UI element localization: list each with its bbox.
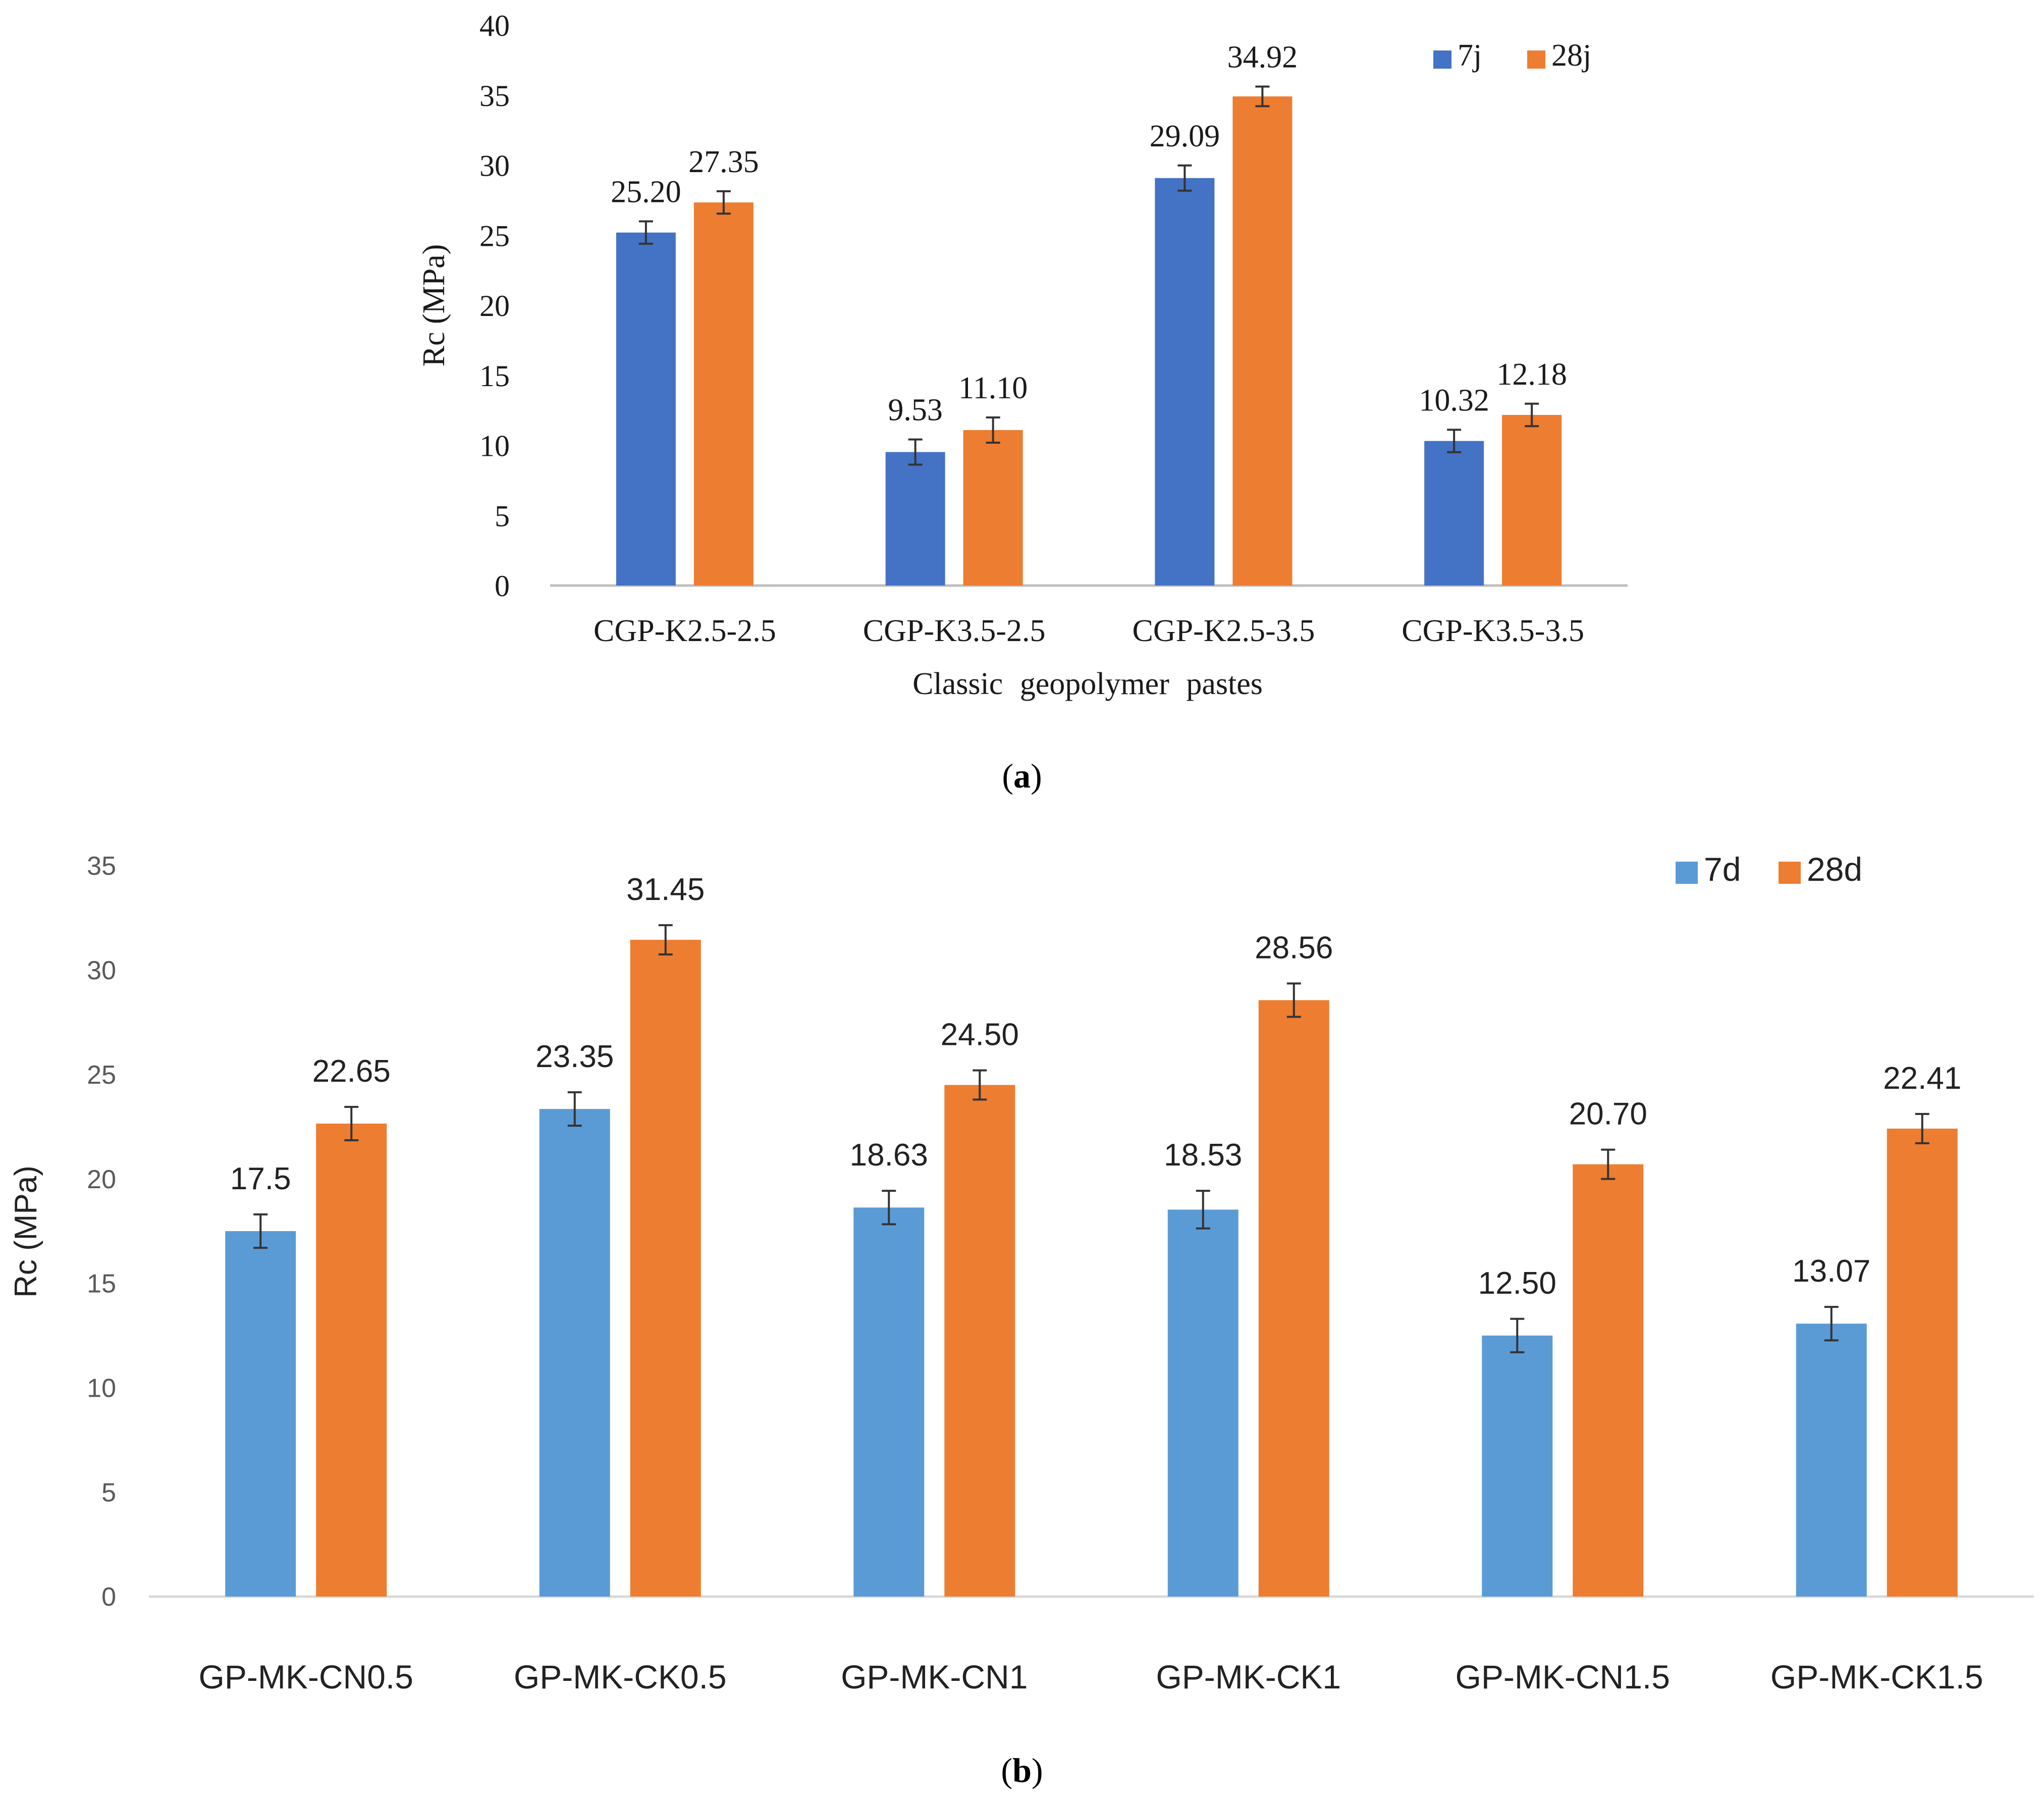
data-label: 22.65 xyxy=(312,1054,391,1089)
bar-7d xyxy=(539,1108,610,1597)
bar-28d xyxy=(1258,1000,1329,1597)
bar-28j xyxy=(1502,415,1562,586)
legend-label: 28j xyxy=(1551,38,1591,73)
y-tick-label: 0 xyxy=(495,569,510,603)
legend-swatch-28j xyxy=(1527,50,1545,69)
y-tick-label: 35 xyxy=(87,852,116,881)
bar-28d xyxy=(316,1123,387,1597)
data-label: 11.10 xyxy=(958,371,1028,405)
y-tick-label: 10 xyxy=(479,430,510,463)
data-label: 10.32 xyxy=(1419,383,1489,417)
data-label: 27.35 xyxy=(688,145,759,179)
category-label: GP-MK-CN1.5 xyxy=(1456,1658,1670,1696)
bar-7j xyxy=(616,232,676,586)
y-tick-label: 10 xyxy=(87,1373,116,1403)
data-label: 12.18 xyxy=(1496,357,1567,392)
data-label: 29.09 xyxy=(1150,119,1220,153)
data-label: 12.50 xyxy=(1478,1266,1556,1301)
y-tick-label: 5 xyxy=(495,499,510,533)
bar-7j xyxy=(1155,178,1215,586)
data-label: 9.53 xyxy=(888,393,943,428)
y-tick-label: 25 xyxy=(479,219,510,252)
bar-7j xyxy=(885,452,945,586)
y-tick-label: 25 xyxy=(87,1061,116,1090)
y-tick-label: 15 xyxy=(479,359,510,393)
bar-7d xyxy=(1482,1335,1553,1597)
legend-label: 7d xyxy=(1704,851,1741,888)
x-axis-label: Classic geopolymer pastes xyxy=(912,667,1263,701)
category-label: GP-MK-CK1 xyxy=(1156,1658,1341,1696)
panel-b-caption: (b) xyxy=(1001,1751,1043,1789)
y-tick-label: 5 xyxy=(101,1478,116,1507)
legend-swatch-7d xyxy=(1676,862,1698,884)
y-axis-label: Rc (MPa) xyxy=(417,244,451,367)
y-axis-label: Rc (MPa) xyxy=(9,1166,43,1298)
legend-label: 28d xyxy=(1807,851,1862,888)
data-label: 13.07 xyxy=(1792,1254,1870,1289)
data-label: 25.20 xyxy=(611,175,681,209)
data-label: 18.63 xyxy=(850,1138,928,1173)
category-label: CGP-K2.5-2.5 xyxy=(594,614,776,648)
bar-7d xyxy=(853,1207,925,1597)
category-label: GP-MK-CK0.5 xyxy=(514,1658,727,1696)
bar-7d xyxy=(1167,1209,1239,1597)
category-label: GP-MK-CK1.5 xyxy=(1770,1658,1983,1696)
data-label: 20.70 xyxy=(1569,1097,1647,1132)
category-label: GP-MK-CN1 xyxy=(841,1658,1028,1696)
y-tick-label: 35 xyxy=(479,79,510,113)
data-label: 34.92 xyxy=(1227,40,1298,75)
y-tick-label: 20 xyxy=(479,289,510,323)
panel-a-caption: (a) xyxy=(1002,757,1042,795)
bar-7d xyxy=(1796,1323,1867,1597)
data-label: 24.50 xyxy=(941,1017,1019,1052)
bar-7d xyxy=(225,1231,296,1597)
data-label: 18.53 xyxy=(1164,1138,1242,1173)
chart-panel-b: 0 5 10 15 20 25 30 35 Rc (MPa) GP-MK-CN0.5 17.5 22.… xyxy=(9,851,2034,1696)
data-label: 22.41 xyxy=(1883,1061,1961,1096)
data-label: 17.5 xyxy=(230,1161,291,1196)
y-tick-label: 30 xyxy=(479,149,510,183)
bar-7j xyxy=(1424,441,1484,586)
bar-28d xyxy=(630,939,701,1597)
legend-swatch-7j xyxy=(1433,50,1451,69)
legend-label: 7j xyxy=(1458,38,1482,73)
y-tick-label: 0 xyxy=(101,1582,116,1612)
bar-28d xyxy=(1573,1164,1644,1597)
category-label: CGP-K2.5-3.5 xyxy=(1133,614,1315,648)
data-label: 23.35 xyxy=(535,1039,614,1074)
category-label: CGP-K3.5-3.5 xyxy=(1402,614,1584,648)
data-label: 28.56 xyxy=(1255,930,1333,965)
legend-swatch-28d xyxy=(1779,862,1801,884)
bar-28d xyxy=(944,1085,1015,1597)
data-label: 31.45 xyxy=(626,872,705,907)
y-tick-label: 15 xyxy=(87,1269,116,1299)
y-tick-label: 40 xyxy=(479,9,510,42)
y-tick-label: 30 xyxy=(87,956,116,985)
chart-panel-a: 0 5 10 15 20 25 30 35 40 Rc (MPa) Classic geopolym… xyxy=(417,9,1628,701)
bar-28j xyxy=(693,202,754,586)
bar-28j xyxy=(1232,96,1293,586)
category-label: GP-MK-CN0.5 xyxy=(199,1658,413,1696)
bar-28j xyxy=(963,430,1023,586)
bar-28d xyxy=(1887,1128,1958,1597)
y-tick-label: 20 xyxy=(87,1165,116,1194)
category-label: CGP-K3.5-2.5 xyxy=(863,614,1046,648)
